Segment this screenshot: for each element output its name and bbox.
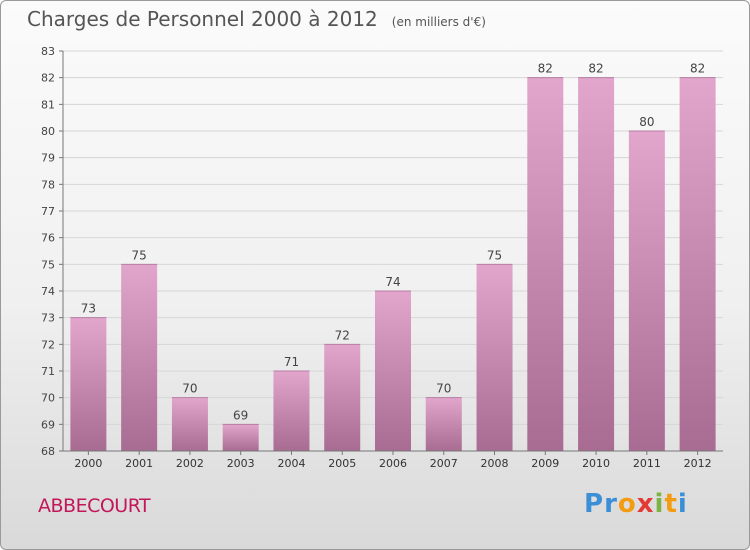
logo-letter: r bbox=[604, 489, 618, 519]
y-tick-label: 68 bbox=[41, 445, 55, 458]
logo-letter: o bbox=[617, 489, 637, 519]
bar bbox=[273, 371, 310, 451]
x-tick-label: 2012 bbox=[684, 457, 712, 470]
logo-letter: x bbox=[636, 489, 655, 519]
y-tick-label: 83 bbox=[41, 45, 55, 58]
logo-letter: t bbox=[664, 489, 678, 519]
x-tick-label: 2000 bbox=[74, 457, 102, 470]
x-tick-label: 2011 bbox=[633, 457, 661, 470]
y-tick-label: 72 bbox=[41, 338, 55, 351]
bar bbox=[121, 264, 158, 451]
bar bbox=[425, 397, 462, 451]
y-tick-label: 71 bbox=[41, 365, 55, 378]
data-label: 73 bbox=[81, 302, 96, 316]
data-label: 69 bbox=[233, 408, 248, 422]
y-tick-label: 79 bbox=[41, 152, 55, 165]
y-tick-label: 82 bbox=[41, 72, 55, 85]
bar bbox=[375, 291, 411, 451]
x-tick-label: 2010 bbox=[582, 457, 610, 470]
data-label: 82 bbox=[690, 62, 705, 76]
bar bbox=[679, 77, 716, 452]
y-tick-label: 69 bbox=[41, 418, 55, 431]
bar bbox=[628, 131, 665, 451]
data-label: 75 bbox=[487, 248, 502, 262]
logo-letter: i bbox=[677, 489, 688, 519]
data-label: 82 bbox=[588, 62, 603, 76]
data-label: 72 bbox=[335, 328, 350, 342]
logo-letter: i bbox=[654, 489, 665, 519]
y-tick-label: 75 bbox=[41, 258, 55, 271]
bars: 73 75 70 69 71 72 74 70 75 82 82 80 82 bbox=[70, 62, 716, 452]
y-tick-label: 80 bbox=[41, 125, 55, 138]
data-label: 70 bbox=[182, 382, 197, 396]
y-tick-label: 74 bbox=[41, 285, 55, 298]
bar bbox=[324, 344, 361, 451]
axes: 68 69 70 71 72 73 74 75 76 77 78 79 80 81 82 83 2000 2001… bbox=[41, 45, 723, 470]
commune-name: ABBECOURT bbox=[38, 495, 151, 517]
chart-subtitle: (en milliers d'€) bbox=[391, 15, 486, 29]
x-tick-label: 2003 bbox=[227, 457, 255, 470]
data-label: 71 bbox=[284, 355, 299, 369]
data-label: 80 bbox=[639, 115, 654, 129]
y-tick-label: 76 bbox=[41, 232, 55, 245]
x-tick-label: 2008 bbox=[481, 457, 509, 470]
x-tick-label: 2006 bbox=[379, 457, 407, 470]
logo-letter: P bbox=[584, 489, 605, 519]
data-label: 70 bbox=[436, 382, 451, 396]
bar bbox=[222, 424, 259, 451]
y-tick-label: 77 bbox=[41, 205, 55, 218]
data-label: 75 bbox=[132, 248, 147, 262]
y-tick-label: 70 bbox=[41, 392, 55, 405]
bar bbox=[578, 77, 615, 452]
bar bbox=[171, 397, 208, 451]
x-tick-label: 2005 bbox=[328, 457, 356, 470]
proxiti-logo: Proxiti bbox=[584, 489, 688, 519]
x-tick-label: 2004 bbox=[277, 457, 305, 470]
chart-title-text: Charges de Personnel 2000 à 2012 bbox=[27, 7, 378, 31]
y-tick-label: 78 bbox=[41, 178, 55, 191]
x-tick-label: 2007 bbox=[430, 457, 458, 470]
bar bbox=[476, 264, 513, 451]
y-tick-label: 81 bbox=[41, 98, 55, 111]
x-tick-label: 2002 bbox=[176, 457, 204, 470]
y-tick-label: 73 bbox=[41, 312, 55, 325]
x-tick-label: 2009 bbox=[531, 457, 559, 470]
data-label: 82 bbox=[538, 62, 553, 76]
bar bbox=[527, 77, 564, 452]
x-tick-label: 2001 bbox=[125, 457, 153, 470]
data-label: 74 bbox=[385, 275, 400, 289]
bar bbox=[70, 317, 107, 451]
chart-title: Charges de Personnel 2000 à 2012 (en mill… bbox=[27, 7, 486, 31]
